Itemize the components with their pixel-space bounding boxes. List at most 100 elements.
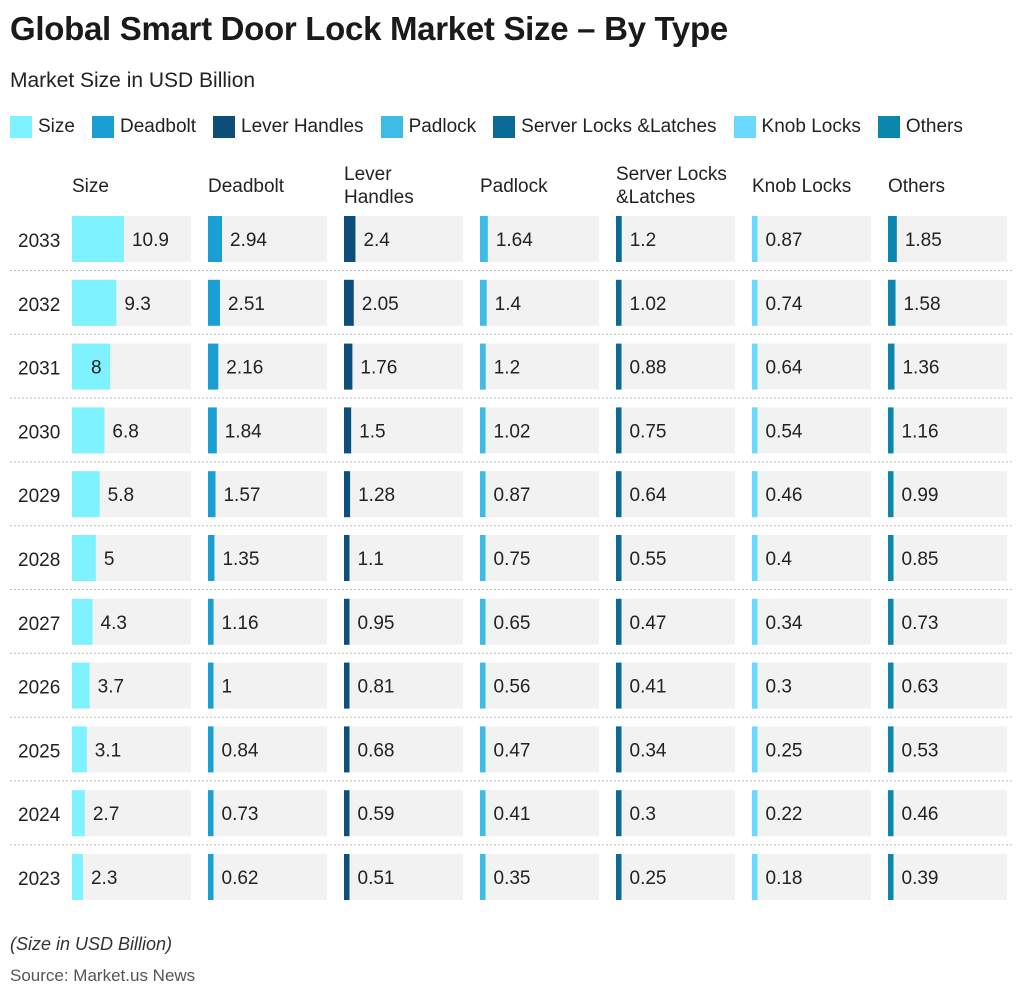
bar-server-locks-latches-2025 <box>616 726 622 773</box>
data-label: 0.35 <box>494 868 531 889</box>
data-label: 0.85 <box>902 549 939 570</box>
data-label: 3.1 <box>95 740 121 761</box>
bar-server-locks-latches-2032 <box>616 279 622 326</box>
data-label: 0.46 <box>766 485 803 506</box>
cell-background <box>888 343 1007 390</box>
bar-lever-handles-2030 <box>344 407 352 454</box>
legend-label: Padlock <box>408 116 477 137</box>
data-label: 0.34 <box>766 613 803 634</box>
legend-item-padlock: Padlock <box>380 116 477 138</box>
data-label: 0.53 <box>902 740 939 761</box>
cell-background <box>616 726 735 773</box>
bar-deadbolt-2026 <box>208 662 214 709</box>
cell-background <box>344 216 463 262</box>
legend-item-server-locks-latches: Server Locks &Latches <box>493 116 717 138</box>
bar-server-locks-latches-2026 <box>616 662 622 709</box>
column-header-knob-locks: Knob Locks <box>752 176 851 197</box>
bar-size-2028 <box>72 535 96 581</box>
column-header-deadbolt: Deadbolt <box>208 176 285 197</box>
bar-server-locks-latches-2024 <box>616 790 622 837</box>
data-label: 1.35 <box>222 549 259 570</box>
cell-background <box>752 598 871 645</box>
data-label: 2.05 <box>362 294 399 315</box>
cell-background <box>888 726 1007 773</box>
data-label: 1.4 <box>495 294 522 315</box>
cell-background <box>480 726 599 773</box>
row-label-2027: 2027 <box>18 614 60 635</box>
row-label-2023: 2023 <box>18 869 60 890</box>
legend-item-knob-locks: Knob Locks <box>733 116 861 138</box>
data-label: 0.87 <box>766 230 803 251</box>
chart-title: Global Smart Door Lock Market Size – By … <box>10 10 728 47</box>
row-label-2031: 2031 <box>18 359 60 380</box>
bar-size-2025 <box>72 726 87 773</box>
data-label: 2.7 <box>93 804 119 825</box>
data-label: 0.62 <box>222 868 259 889</box>
cell-background <box>752 535 871 581</box>
data-label: 0.46 <box>902 804 939 825</box>
data-label: 0.41 <box>630 677 667 698</box>
cell-background <box>344 279 463 326</box>
bar-size-2023 <box>72 854 83 900</box>
data-label: 0.63 <box>902 677 939 698</box>
cell-background <box>752 216 871 262</box>
cell-background <box>344 598 463 645</box>
data-label: 0.73 <box>902 613 939 634</box>
data-label: 5.8 <box>108 485 134 506</box>
row-label-2032: 2032 <box>18 295 60 316</box>
data-label: 0.25 <box>630 868 667 889</box>
data-label: 1.64 <box>496 230 533 251</box>
cell-background <box>480 279 599 326</box>
data-label: 0.68 <box>358 740 395 761</box>
data-label: 1.58 <box>904 294 941 315</box>
cell-background <box>344 854 463 900</box>
data-label: 1.2 <box>630 230 656 251</box>
cell-background <box>888 279 1007 326</box>
bar-lever-handles-2027 <box>344 598 350 645</box>
data-label: 2.51 <box>228 294 265 315</box>
data-label: 2.3 <box>91 868 117 889</box>
bar-deadbolt-2031 <box>208 343 219 390</box>
data-label: 1.5 <box>359 421 385 442</box>
bar-knob-locks-2026 <box>752 662 758 709</box>
cell-background <box>616 662 735 709</box>
bar-knob-locks-2029 <box>752 471 758 518</box>
bar-others-2028 <box>888 535 894 581</box>
bar-server-locks-latches-2028 <box>616 535 622 581</box>
cell-background <box>72 662 191 709</box>
cell-background <box>208 407 327 454</box>
chart-subtitle: Market Size in USD Billion <box>10 69 256 92</box>
data-label: 1.2 <box>494 358 520 379</box>
bar-knob-locks-2030 <box>752 407 758 454</box>
bar-padlock-2029 <box>480 471 486 518</box>
legend-label: Knob Locks <box>761 116 861 137</box>
legend-swatch <box>877 116 900 138</box>
data-label: 1.28 <box>358 485 395 506</box>
bar-padlock-2031 <box>480 343 486 390</box>
data-label: 0.59 <box>358 804 395 825</box>
data-label: 1.84 <box>225 421 262 442</box>
bar-deadbolt-2025 <box>208 726 214 773</box>
bar-size-2029 <box>72 471 100 518</box>
bar-others-2024 <box>888 790 894 837</box>
bar-size-2030 <box>72 407 105 454</box>
data-label: 0.95 <box>358 613 395 634</box>
data-label: 1 <box>222 677 233 698</box>
bar-deadbolt-2029 <box>208 471 216 518</box>
data-label: 9.3 <box>124 294 150 315</box>
chart-area: Size Deadbolt Lever Handles Padlock Server Lo… <box>10 164 1014 900</box>
bar-lever-handles-2026 <box>344 662 350 709</box>
column-header-lever-handles: Lever Handles <box>344 164 414 208</box>
bar-padlock-2024 <box>480 790 486 837</box>
cell-background <box>752 279 871 326</box>
bar-deadbolt-2028 <box>208 535 215 581</box>
cell-background <box>616 535 735 581</box>
data-label: 0.22 <box>766 804 803 825</box>
cell-background <box>72 790 191 837</box>
bar-others-2029 <box>888 471 894 518</box>
data-label: 4.3 <box>101 613 127 634</box>
cell-background <box>344 407 463 454</box>
bar-deadbolt-2023 <box>208 854 214 900</box>
bar-knob-locks-2025 <box>752 726 758 773</box>
bar-knob-locks-2027 <box>752 598 758 645</box>
